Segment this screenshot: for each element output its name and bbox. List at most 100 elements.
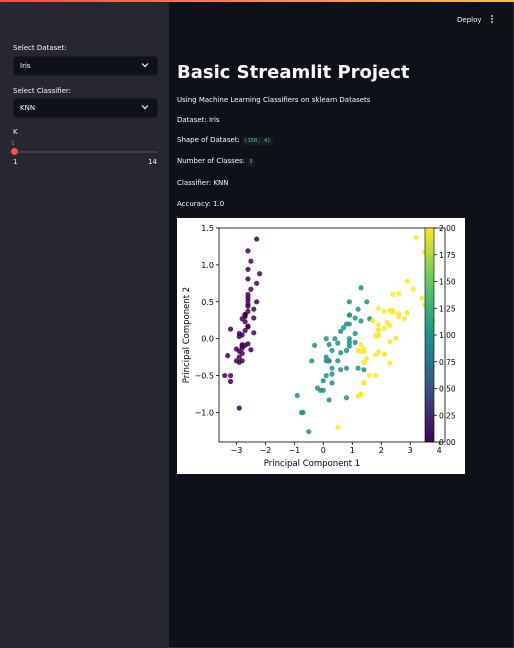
- scatter-point: [387, 360, 393, 366]
- scatter-point: [381, 325, 387, 331]
- x-tick-label: 2: [379, 446, 384, 455]
- scatter-point: [239, 332, 245, 338]
- scatter-point: [323, 336, 329, 342]
- page-subtitle: Using Machine Learning Classifiers on sk…: [177, 96, 371, 104]
- scatter-point: [314, 385, 321, 391]
- scatter-point: [340, 325, 347, 331]
- pca-scatter-plot: −3 −2 −1 0 1 2 3 4 −1.0 −0.5 0.0 0.5 1.0 1.5 Principal…: [177, 218, 465, 474]
- scatter-point: [335, 424, 341, 430]
- scatter-point: [329, 371, 335, 377]
- scatter-point: [309, 358, 315, 364]
- shape-text: Shape of Dataset: (150, 4): [177, 136, 273, 145]
- scatter-point: [361, 348, 367, 354]
- x-tick-label: 3: [408, 446, 413, 455]
- scatter-point: [375, 322, 381, 328]
- k-slider-track[interactable]: [14, 151, 158, 153]
- scatter-point: [390, 309, 396, 315]
- scatter-point: [375, 327, 381, 333]
- scatter-point: [329, 380, 335, 386]
- dataset-select-value: Iris: [20, 62, 31, 70]
- scatter-point: [332, 336, 338, 342]
- scatter-point: [338, 328, 344, 334]
- scatter-point: [312, 342, 318, 348]
- x-tick-label: −1: [288, 446, 300, 455]
- scatter-point: [381, 308, 387, 314]
- y-tick-label: −1.0: [195, 408, 214, 417]
- page-title: Basic Streamlit Project: [177, 62, 410, 83]
- scatter-point: [361, 367, 367, 373]
- scatter-point: [355, 347, 361, 354]
- pca-scatter-svg: −3 −2 −1 0 1 2 3 4 −1.0 −0.5 0.0 0.5 1.0 1.5 Principal…: [182, 224, 456, 469]
- k-slider-min: 1: [13, 158, 18, 166]
- top-decoration-bar: [0, 0, 514, 2]
- classes-text: Number of Classes: 3: [177, 157, 255, 166]
- sidebar: Select Dataset: Iris Select Classifier: …: [1, 2, 169, 647]
- scatter-point: [372, 372, 379, 379]
- colorbar-tick-label: 1.75: [439, 251, 456, 260]
- scatter-point: [329, 347, 335, 354]
- scatter-point: [387, 339, 393, 345]
- scatter-point: [346, 299, 352, 305]
- k-slider-value: 1: [11, 140, 15, 147]
- scatter-point: [320, 378, 326, 384]
- scatter-point: [355, 365, 361, 371]
- scatter-point: [338, 367, 344, 373]
- shape-label: Shape of Dataset:: [177, 136, 240, 144]
- scatter-point: [355, 393, 361, 399]
- y-tick-label: −0.5: [195, 372, 214, 381]
- scatter-point: [346, 336, 352, 342]
- classifier-text: Classifier: KNN: [177, 179, 229, 187]
- deploy-button[interactable]: Deploy: [457, 16, 482, 24]
- plot-axes-frame: [218, 227, 446, 443]
- scatter-point: [343, 395, 350, 401]
- scatter-point: [419, 295, 425, 301]
- scatter-point: [239, 343, 245, 349]
- scatter-point: [361, 380, 367, 386]
- scatter-point: [323, 372, 329, 379]
- scatter-point: [256, 271, 263, 277]
- scatter-point: [364, 356, 370, 362]
- scatter-point: [306, 429, 312, 435]
- scatter-point: [236, 405, 242, 411]
- scatter-point: [372, 333, 379, 339]
- k-slider-max: 14: [148, 158, 157, 166]
- scatter-point: [404, 310, 410, 316]
- scatter-point: [248, 258, 254, 264]
- scatter-point: [335, 358, 341, 364]
- scatter-point: [387, 322, 393, 329]
- colorbar-tick-label: 0.75: [439, 358, 456, 367]
- more-vertical-icon[interactable]: [489, 14, 495, 26]
- dataset-text: Dataset: Iris: [177, 116, 220, 124]
- accuracy-text: Accuracy: 1.0: [177, 200, 225, 208]
- scatter-point: [372, 352, 379, 358]
- y-tick-label: 1.0: [201, 261, 214, 270]
- scatter-point: [352, 330, 358, 337]
- classifier-select[interactable]: KNN: [13, 98, 158, 118]
- scatter-point: [358, 318, 364, 324]
- y-tick-label: 0.5: [201, 298, 214, 307]
- x-tick-label: 1: [350, 446, 355, 455]
- scatter-point: [236, 354, 242, 360]
- colorbar-tick-label: 0.25: [439, 411, 456, 420]
- scatter-point: [245, 308, 251, 314]
- scatter-point: [233, 358, 239, 364]
- scatter-point: [254, 280, 260, 286]
- scatter-point: [369, 318, 376, 324]
- y-tick-label: 0.0: [201, 335, 214, 344]
- scatter-point: [326, 341, 332, 348]
- scatter-point: [346, 343, 352, 349]
- chevron-down-icon: [141, 63, 149, 68]
- scatter-point: [248, 347, 254, 353]
- scatter-point: [393, 335, 399, 341]
- dataset-select[interactable]: Iris: [13, 56, 158, 76]
- scatter-point: [335, 340, 341, 346]
- scatter-point: [329, 365, 335, 371]
- scatter-point: [404, 278, 410, 284]
- k-slider-thumb[interactable]: [11, 148, 18, 155]
- chevron-down-icon: [141, 105, 149, 110]
- scatter-point: [358, 341, 364, 348]
- scatter-point: [254, 236, 260, 242]
- scatter-point: [239, 316, 245, 322]
- scatter-point: [245, 291, 251, 298]
- scatter-point: [396, 313, 402, 320]
